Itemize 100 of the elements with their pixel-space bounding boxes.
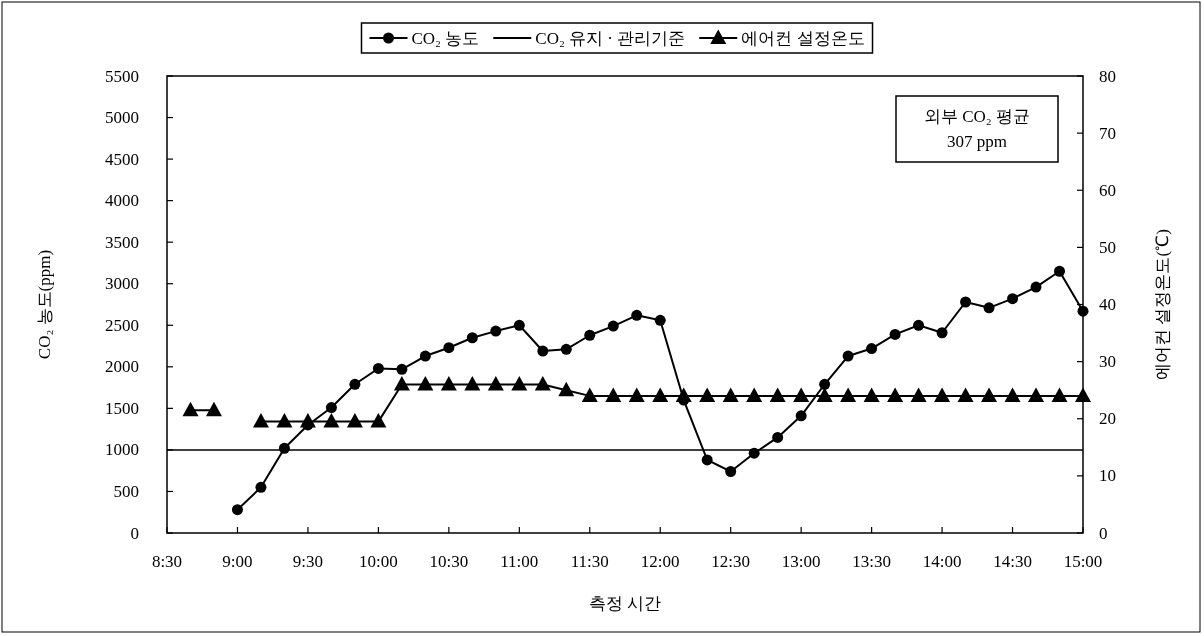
point bbox=[983, 302, 995, 314]
y2-tick-label: 80 bbox=[1099, 66, 1116, 86]
point bbox=[537, 345, 549, 357]
point bbox=[772, 431, 784, 443]
x-tick-label: 15:00 bbox=[1063, 552, 1103, 571]
point bbox=[1054, 265, 1066, 277]
point bbox=[396, 363, 408, 375]
point bbox=[1030, 281, 1042, 293]
point bbox=[1051, 387, 1068, 402]
point bbox=[887, 387, 904, 402]
point bbox=[816, 387, 833, 402]
point bbox=[934, 387, 951, 402]
point bbox=[654, 314, 666, 326]
point bbox=[372, 362, 384, 374]
y-tick-label: 4500 bbox=[105, 149, 139, 169]
y2-tick-label: 20 bbox=[1099, 409, 1116, 429]
point bbox=[631, 309, 643, 321]
legend-label: 에어컨 설정온도 bbox=[741, 28, 865, 48]
point bbox=[490, 325, 502, 337]
point bbox=[1007, 293, 1019, 305]
legend-label: CO₂ 유지 · 관리기준 bbox=[535, 28, 686, 48]
y-axis-title: CO₂ 농도(ppm) bbox=[34, 249, 54, 360]
point bbox=[889, 328, 901, 340]
x-tick-label: 8:30 bbox=[151, 552, 183, 571]
y-tick-label: 1500 bbox=[105, 398, 139, 418]
annotation: 외부 CO₂ 평균 307 ppm bbox=[895, 95, 1059, 163]
point bbox=[182, 401, 199, 417]
point bbox=[840, 387, 857, 402]
point bbox=[866, 343, 878, 355]
point bbox=[231, 504, 243, 516]
point bbox=[652, 387, 669, 402]
x-tick-label: 10:00 bbox=[359, 552, 398, 571]
y2-tick-label: 10 bbox=[1099, 466, 1116, 486]
point bbox=[607, 320, 619, 332]
x-tick-label: 10:30 bbox=[429, 552, 469, 571]
point bbox=[1028, 387, 1045, 402]
point bbox=[748, 447, 760, 459]
point bbox=[581, 387, 598, 402]
point bbox=[558, 381, 575, 397]
point bbox=[466, 332, 478, 344]
point bbox=[936, 327, 948, 339]
point bbox=[699, 387, 716, 402]
x-tick-label: 11:00 bbox=[500, 552, 539, 571]
point bbox=[819, 378, 831, 390]
y-tick-label: 500 bbox=[113, 481, 139, 501]
point bbox=[323, 413, 340, 428]
point bbox=[276, 413, 293, 428]
y2-tick-label: 60 bbox=[1099, 180, 1116, 200]
point bbox=[584, 329, 596, 341]
point bbox=[346, 413, 363, 428]
x-axis-title: 측정 시간 bbox=[588, 594, 662, 613]
y-tick-label: 4000 bbox=[105, 191, 139, 211]
x-tick-label: 9:30 bbox=[292, 552, 324, 571]
point bbox=[605, 387, 622, 402]
point bbox=[440, 375, 457, 391]
y2-tick-label: 50 bbox=[1099, 237, 1116, 257]
x-tick-label: 13:00 bbox=[781, 552, 821, 571]
point bbox=[278, 442, 290, 454]
point bbox=[464, 375, 481, 391]
point bbox=[746, 387, 763, 402]
point bbox=[628, 387, 645, 402]
x-tick-label: 14:30 bbox=[993, 552, 1032, 571]
y2-axis-title: 에어컨 설정온도(℃) bbox=[1152, 229, 1172, 380]
legend-label: CO₂ 농도 bbox=[411, 28, 480, 48]
point bbox=[701, 454, 713, 466]
point bbox=[793, 387, 810, 402]
point bbox=[1004, 387, 1021, 402]
point bbox=[419, 350, 431, 362]
point bbox=[511, 375, 528, 391]
y-tick-label: 5500 bbox=[105, 66, 139, 86]
y-tick-label: 3000 bbox=[105, 274, 139, 294]
x-tick-label: 12:30 bbox=[711, 552, 751, 571]
point bbox=[252, 413, 269, 428]
point bbox=[1075, 387, 1091, 402]
y-tick-label: 0 bbox=[130, 523, 139, 543]
point bbox=[560, 343, 572, 355]
point bbox=[513, 319, 525, 331]
point bbox=[393, 375, 410, 391]
y2-tick-label: 70 bbox=[1099, 123, 1116, 143]
point bbox=[417, 375, 434, 391]
y-tick-label: 2000 bbox=[105, 357, 139, 377]
x-tick-label: 14:00 bbox=[922, 552, 962, 571]
point bbox=[1077, 305, 1089, 317]
point bbox=[487, 375, 504, 391]
point bbox=[325, 402, 337, 414]
x-tick-label: 12:00 bbox=[640, 552, 680, 571]
point bbox=[960, 296, 972, 308]
annotation: 외부 CO₂ 평균 307 ppm bbox=[922, 106, 1031, 153]
point bbox=[370, 413, 387, 428]
y2-tick-label: 30 bbox=[1099, 352, 1116, 372]
point bbox=[981, 387, 998, 402]
point bbox=[842, 350, 854, 362]
x-tick-label: 9:00 bbox=[222, 552, 253, 571]
point bbox=[725, 466, 737, 478]
point bbox=[205, 401, 222, 417]
point bbox=[769, 387, 786, 402]
point bbox=[443, 342, 455, 354]
y2-tick-label: 40 bbox=[1099, 295, 1116, 314]
y-tick-label: 2500 bbox=[105, 315, 139, 335]
point bbox=[349, 378, 361, 390]
